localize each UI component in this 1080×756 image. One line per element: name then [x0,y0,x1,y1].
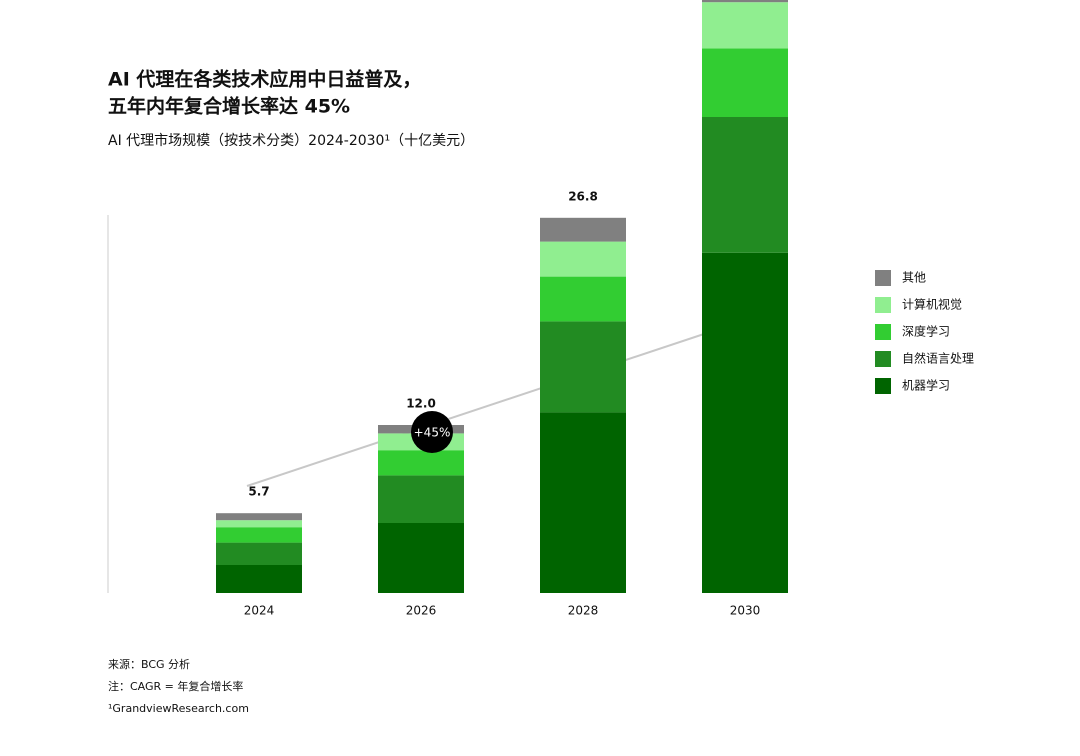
legend-label: 深度学习 [902,324,950,339]
x-tick-label: 2026 [406,604,437,618]
bar-segment [702,252,788,594]
bar-segment [216,565,302,593]
bar-segment [540,276,626,322]
bar-segment [216,542,302,565]
bar-segment [702,48,788,117]
trend-line [246,323,735,487]
bar-segment [540,321,626,413]
footnote: 注：CAGR = 年复合增长率 [108,679,243,693]
bar-segment [702,0,788,3]
legend-label: 机器学习 [902,378,950,393]
bar-segment [216,527,302,543]
total-label: 5.7 [248,485,269,499]
legend-label: 计算机视觉 [902,297,962,312]
legend-swatch [875,324,891,340]
x-tick-label: 2030 [730,604,761,618]
bar-segment [540,217,626,242]
legend-swatch [875,297,891,313]
total-label: 26.8 [568,189,598,203]
legend-swatch [875,270,891,286]
annotation: +45% [414,426,451,440]
bar-segment [378,450,464,476]
chart-subtitle: AI 代理市场规模（按技术分类）2024-2030¹（十亿美元） [108,132,474,149]
bar-segment [378,475,464,523]
bar-segment [216,513,302,521]
bar-segment [702,2,788,49]
footnote: ¹GrandviewResearch.com [108,702,249,715]
chart-title: 五年内年复合增长率达 45% [108,95,350,118]
legend-swatch [875,378,891,394]
bar-segment [540,412,626,593]
x-tick-label: 2028 [568,604,599,618]
bar-segment [540,241,626,277]
bar-segment [702,117,788,253]
chart-title: AI 代理在各类技术应用中日益普及， [108,68,421,91]
total-label: 12.0 [406,397,436,411]
x-tick-label: 2024 [244,604,275,618]
legend-swatch [875,351,891,367]
bar-segment [378,523,464,593]
bar-segment [216,520,302,528]
footnote: 来源：BCG 分析 [108,657,190,671]
annotation-badge [411,411,453,453]
legend-label: 其他 [902,271,926,285]
legend-label: 自然语言处理 [902,351,974,366]
